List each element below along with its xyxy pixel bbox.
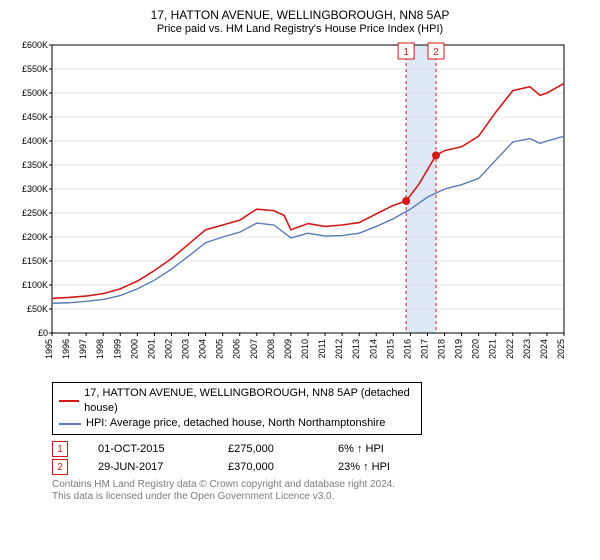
svg-text:2010: 2010 xyxy=(300,339,310,359)
svg-text:2023: 2023 xyxy=(522,339,532,359)
svg-text:2012: 2012 xyxy=(334,339,344,359)
svg-text:2004: 2004 xyxy=(198,339,208,359)
svg-text:1998: 1998 xyxy=(95,339,105,359)
svg-text:£100K: £100K xyxy=(22,280,48,290)
svg-text:2021: 2021 xyxy=(488,339,498,359)
svg-text:£300K: £300K xyxy=(22,184,48,194)
svg-text:2024: 2024 xyxy=(539,339,549,359)
svg-text:2015: 2015 xyxy=(385,339,395,359)
transaction-row: 2 29-JUN-2017 £370,000 23% ↑ HPI xyxy=(52,459,590,475)
svg-text:2019: 2019 xyxy=(454,339,464,359)
transaction-marker: 2 xyxy=(52,459,68,475)
svg-text:2020: 2020 xyxy=(471,339,481,359)
svg-text:2013: 2013 xyxy=(351,339,361,359)
svg-text:2011: 2011 xyxy=(317,339,327,358)
svg-text:£50K: £50K xyxy=(27,304,48,314)
transaction-date: 01-OCT-2015 xyxy=(98,443,198,455)
license-line: Contains HM Land Registry data © Crown c… xyxy=(52,479,590,491)
svg-text:£600K: £600K xyxy=(22,40,48,50)
svg-text:£450K: £450K xyxy=(22,112,48,122)
legend-swatch xyxy=(59,400,79,402)
transaction-row: 1 01-OCT-2015 £275,000 6% ↑ HPI xyxy=(52,441,590,457)
transaction-diff: 6% ↑ HPI xyxy=(338,443,384,455)
legend-item: HPI: Average price, detached house, Nort… xyxy=(59,416,415,431)
svg-text:2001: 2001 xyxy=(146,339,156,359)
svg-text:2006: 2006 xyxy=(232,339,242,359)
legend-label: HPI: Average price, detached house, Nort… xyxy=(86,416,385,431)
svg-text:£0: £0 xyxy=(38,328,48,338)
legend-label: 17, HATTON AVENUE, WELLINGBOROUGH, NN8 5… xyxy=(84,386,415,416)
transaction-price: £275,000 xyxy=(228,443,308,455)
svg-text:2018: 2018 xyxy=(437,339,447,359)
chart-title: 17, HATTON AVENUE, WELLINGBOROUGH, NN8 5… xyxy=(10,8,590,22)
svg-text:2008: 2008 xyxy=(266,339,276,359)
svg-text:2005: 2005 xyxy=(215,339,225,359)
svg-text:2022: 2022 xyxy=(505,339,515,359)
svg-text:£150K: £150K xyxy=(22,256,48,266)
transaction-price: £370,000 xyxy=(228,461,308,473)
svg-text:2025: 2025 xyxy=(556,339,566,359)
svg-text:2: 2 xyxy=(433,47,439,58)
svg-text:2002: 2002 xyxy=(163,339,173,359)
svg-text:£350K: £350K xyxy=(22,160,48,170)
legend-swatch xyxy=(59,423,81,425)
svg-text:2016: 2016 xyxy=(402,339,412,359)
svg-text:£200K: £200K xyxy=(22,232,48,242)
svg-text:£550K: £550K xyxy=(22,64,48,74)
chart-subtitle: Price paid vs. HM Land Registry's House … xyxy=(10,23,590,35)
svg-text:£250K: £250K xyxy=(22,208,48,218)
price-chart: 1 2 £0 £50K £100K £150K £200K £250K £300K £350K £4… xyxy=(10,39,590,374)
svg-text:2017: 2017 xyxy=(419,339,429,359)
license-text: Contains HM Land Registry data © Crown c… xyxy=(52,479,590,503)
svg-text:2009: 2009 xyxy=(283,339,293,359)
svg-text:1995: 1995 xyxy=(44,339,54,359)
svg-text:2007: 2007 xyxy=(249,339,259,359)
transaction-marker: 1 xyxy=(52,441,68,457)
svg-text:2003: 2003 xyxy=(181,339,191,359)
svg-text:1997: 1997 xyxy=(78,339,88,359)
svg-text:1: 1 xyxy=(403,47,409,58)
svg-text:1996: 1996 xyxy=(61,339,71,359)
svg-text:2000: 2000 xyxy=(129,339,139,359)
svg-text:1999: 1999 xyxy=(112,339,122,359)
legend-item: 17, HATTON AVENUE, WELLINGBOROUGH, NN8 5… xyxy=(59,386,415,416)
license-line: This data is licensed under the Open Gov… xyxy=(52,491,590,503)
transaction-diff: 23% ↑ HPI xyxy=(338,461,390,473)
svg-text:£500K: £500K xyxy=(22,88,48,98)
svg-text:£400K: £400K xyxy=(22,136,48,146)
transaction-date: 29-JUN-2017 xyxy=(98,461,198,473)
svg-text:2014: 2014 xyxy=(368,339,378,359)
legend: 17, HATTON AVENUE, WELLINGBOROUGH, NN8 5… xyxy=(52,382,422,435)
